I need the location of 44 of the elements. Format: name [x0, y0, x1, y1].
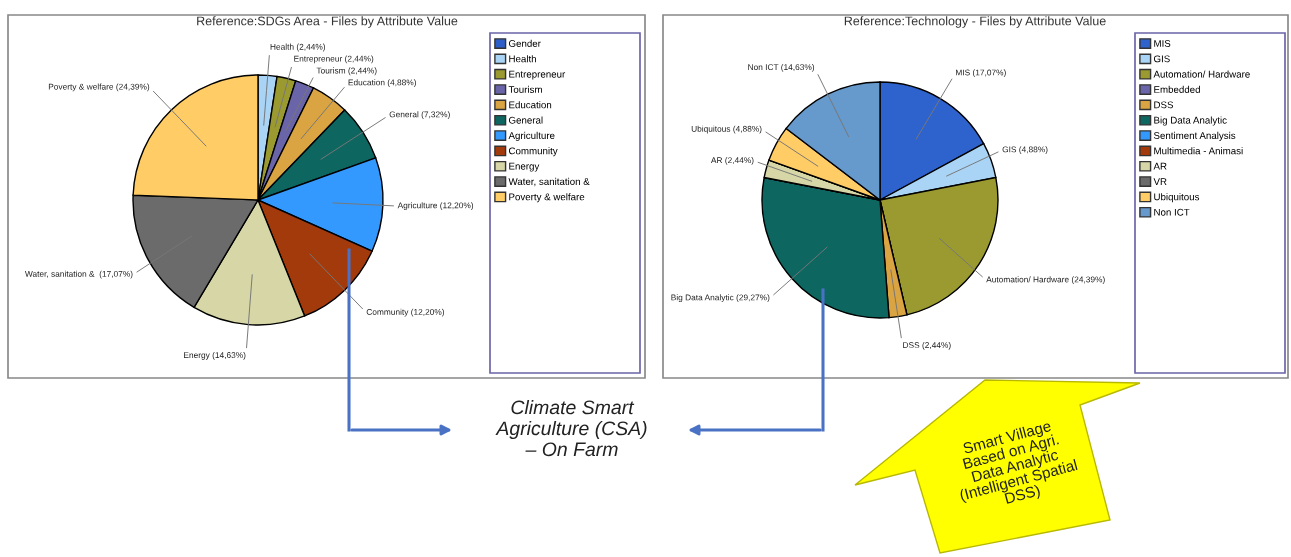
legend-label: Sentiment Analysis	[1153, 131, 1236, 141]
legend-label: Health	[509, 55, 536, 63]
data-label: Entrepreneur (2,44%)	[294, 55, 374, 64]
data-label: Ubiquitous (4,88%)	[691, 125, 762, 134]
data-label: Health (2,44%)	[270, 43, 326, 52]
data-label: Agriculture (12,20%)	[397, 202, 474, 210]
data-label: Tourism (2,44%)	[316, 67, 377, 76]
legend-label: GIS	[1153, 55, 1170, 63]
data-label: DSS (2,44%)	[903, 341, 951, 350]
data-label: Education (4,88%)	[348, 79, 416, 88]
data-label: Automation/ Hardware (24,39%)	[986, 276, 1105, 285]
legend-label: Gender	[508, 39, 541, 47]
legend-label: Automation/ Hardware	[1153, 70, 1250, 78]
legend-label: AR	[1153, 162, 1167, 170]
legend-label: Poverty & welfare	[509, 193, 585, 203]
legend-label: Energy	[509, 162, 540, 172]
data-label: Community (12,20%)	[366, 308, 445, 317]
data-label: General (7,32%)	[389, 111, 450, 119]
legend-label: DSS	[1154, 101, 1174, 109]
legend-label: Multimedia - Animasi	[1154, 147, 1243, 155]
data-label: Big Data Analytic (29,27%)	[671, 294, 770, 303]
legend-label: VR	[1153, 178, 1167, 185]
legend-label: Big Data Analytic	[1154, 116, 1227, 126]
text: Climate Smart Agriculture (CSA) – On Farm	[495, 399, 647, 457]
legend-label: Embedded	[1154, 85, 1200, 93]
data-label: Energy (14,63%)	[184, 351, 246, 360]
legend-label: MIS	[1154, 40, 1171, 47]
data-label: Poverty & welfare (24,39%)	[48, 83, 150, 92]
legend-label: Water, sanitation &	[508, 177, 590, 187]
data-label: Water, sanitation & (17,07%)	[24, 270, 133, 279]
chart-title: Reference:SDGs Area - Files by Attribute Value	[197, 16, 458, 28]
data-label: AR (2,44%)	[710, 157, 754, 165]
data-label: Non ICT (14,63%)	[748, 63, 815, 72]
legend-label: General	[508, 116, 543, 124]
legend-label: Ubiquitous	[1154, 193, 1200, 203]
legend-label: Education	[509, 101, 552, 109]
chart-title: Reference:Technology - Files by Attribute Value	[844, 16, 1106, 28]
legend-label: Non ICT	[1154, 208, 1190, 216]
data-label: MIS (17,07%)	[956, 69, 1006, 78]
legend-label: Tourism	[508, 85, 542, 93]
data-label: GIS (4,88%)	[1002, 146, 1048, 154]
legend-label: Entrepreneur	[509, 70, 566, 80]
legend-label: Agriculture	[508, 131, 555, 141]
legend-label: Community	[508, 147, 558, 157]
